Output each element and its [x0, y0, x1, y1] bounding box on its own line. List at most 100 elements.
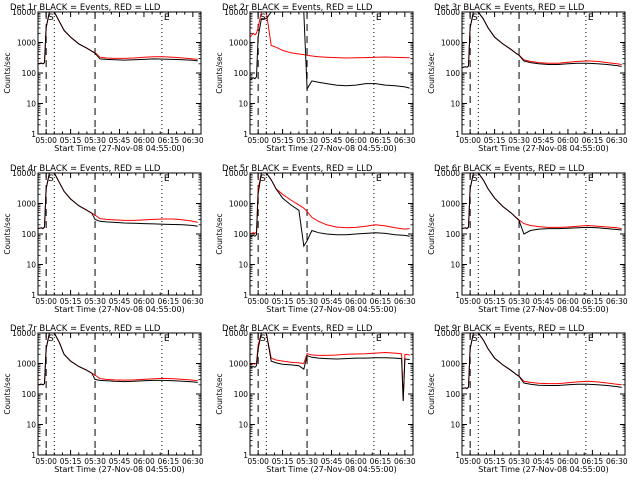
y-axis-title: Counts/sec — [215, 213, 224, 254]
y-tick-label: 1000 — [17, 360, 36, 369]
event-marker-label: E — [164, 174, 170, 184]
event-marker-label: S — [48, 174, 54, 184]
y-tick-label: 10000 — [436, 8, 460, 17]
x-tick-label: 05:00 — [35, 457, 57, 466]
y-tick-label: 1 — [243, 130, 248, 139]
lld-series-line — [250, 173, 410, 235]
y-tick-label: 100 — [234, 230, 249, 239]
x-tick-label: 05:30 — [508, 136, 530, 145]
y-tick-label: 10 — [450, 261, 460, 270]
event-marker-label: E — [588, 13, 594, 23]
x-tick-label: 06:30 — [182, 297, 204, 306]
x-tick-label: 06:30 — [394, 136, 416, 145]
x-tick-label: 05:30 — [508, 297, 530, 306]
x-axis-title: Start Time (27-Nov-08 04:55:00) — [478, 465, 608, 474]
y-tick-label: 10 — [26, 100, 36, 109]
x-tick-label: 05:15 — [272, 136, 294, 145]
x-tick-label: 05:45 — [109, 136, 131, 145]
lld-series-line — [38, 333, 198, 386]
plot-frame — [37, 11, 202, 135]
y-tick-label: 1000 — [441, 200, 460, 209]
x-tick-label: 06:15 — [158, 136, 180, 145]
x-tick-label: 05:45 — [321, 297, 343, 306]
x-axis-title: Start Time (27-Nov-08 04:55:00) — [54, 305, 184, 314]
x-tick-label: 06:30 — [394, 297, 416, 306]
y-axis-title: Counts/sec — [3, 52, 12, 93]
panel-title: Det 1r BLACK = Events, RED = LLD — [10, 3, 161, 13]
event-marker-label: S — [260, 334, 266, 344]
x-tick-label: 06:00 — [133, 297, 155, 306]
x-tick-label: 06:00 — [345, 457, 367, 466]
x-tick-label: 05:00 — [35, 297, 57, 306]
x-tick-label: 05:00 — [247, 136, 269, 145]
panel-title: Det 9r BLACK = Events, RED = LLD — [434, 324, 585, 334]
x-tick-label: 05:00 — [459, 457, 481, 466]
event-marker-label: S — [48, 334, 54, 344]
y-tick-label: 10 — [450, 100, 460, 109]
y-axis-title: Counts/sec — [3, 213, 12, 254]
plot-frame — [249, 11, 414, 135]
x-tick-label: 05:30 — [508, 457, 530, 466]
lld-series-line — [462, 12, 622, 69]
x-tick-label: 06:00 — [557, 297, 579, 306]
event-marker-label: S — [472, 174, 478, 184]
panel-title: Det 3r BLACK = Events, RED = LLD — [434, 3, 585, 13]
x-axis-title: Start Time (27-Nov-08 04:55:00) — [54, 465, 184, 474]
y-tick-label: 10000 — [436, 329, 460, 338]
y-tick-label: 10 — [26, 261, 36, 270]
y-tick-label: 10 — [450, 421, 460, 430]
y-tick-label: 100 — [234, 69, 249, 78]
x-tick-label: 05:45 — [533, 297, 555, 306]
events-series-line — [38, 173, 198, 230]
y-tick-label: 1 — [31, 291, 36, 300]
event-marker-label: E — [164, 334, 170, 344]
panel-title: Det 2r BLACK = Events, RED = LLD — [222, 3, 373, 13]
y-tick-label: 10 — [26, 421, 36, 430]
lld-series-line — [462, 333, 622, 390]
event-marker-label: S — [48, 13, 54, 23]
x-tick-label: 05:15 — [484, 457, 506, 466]
plot-frame — [249, 332, 414, 456]
y-tick-label: 1 — [31, 451, 36, 460]
y-axis-title: Counts/sec — [427, 213, 436, 254]
x-tick-label: 05:45 — [321, 136, 343, 145]
y-tick-label: 1 — [455, 291, 460, 300]
event-marker-label: E — [588, 174, 594, 184]
y-axis-title: Counts/sec — [3, 373, 12, 414]
x-tick-label: 06:15 — [370, 136, 392, 145]
plot-frame — [37, 172, 202, 296]
y-tick-label: 100 — [22, 69, 37, 78]
y-tick-label: 10000 — [224, 329, 248, 338]
lld-series-line — [38, 12, 198, 65]
event-marker-label: S — [260, 13, 266, 23]
x-tick-label: 05:00 — [247, 297, 269, 306]
event-marker-label: S — [472, 334, 478, 344]
x-axis-title: Start Time (27-Nov-08 04:55:00) — [478, 144, 608, 153]
panel-title: Det 7r BLACK = Events, RED = LLD — [10, 324, 161, 334]
x-axis-title: Start Time (27-Nov-08 04:55:00) — [266, 144, 396, 153]
x-tick-label: 05:15 — [60, 297, 82, 306]
x-tick-label: 05:15 — [60, 136, 82, 145]
y-axis-title: Counts/sec — [215, 52, 224, 93]
events-series-line — [462, 333, 622, 390]
event-marker-label: S — [260, 174, 266, 184]
y-tick-label: 100 — [234, 390, 249, 399]
y-tick-label: 1000 — [229, 39, 248, 48]
x-tick-label: 05:00 — [459, 297, 481, 306]
y-tick-label: 1 — [243, 291, 248, 300]
x-tick-label: 05:30 — [296, 457, 318, 466]
x-tick-label: 06:15 — [582, 136, 604, 145]
y-tick-label: 1000 — [17, 39, 36, 48]
x-axis-title: Start Time (27-Nov-08 04:55:00) — [266, 465, 396, 474]
x-tick-label: 06:00 — [345, 136, 367, 145]
x-tick-label: 05:15 — [272, 457, 294, 466]
events-series-line — [250, 333, 410, 401]
x-tick-label: 05:15 — [272, 297, 294, 306]
y-tick-label: 1000 — [17, 200, 36, 209]
x-tick-label: 06:15 — [370, 297, 392, 306]
x-axis-title: Start Time (27-Nov-08 04:55:00) — [478, 305, 608, 314]
